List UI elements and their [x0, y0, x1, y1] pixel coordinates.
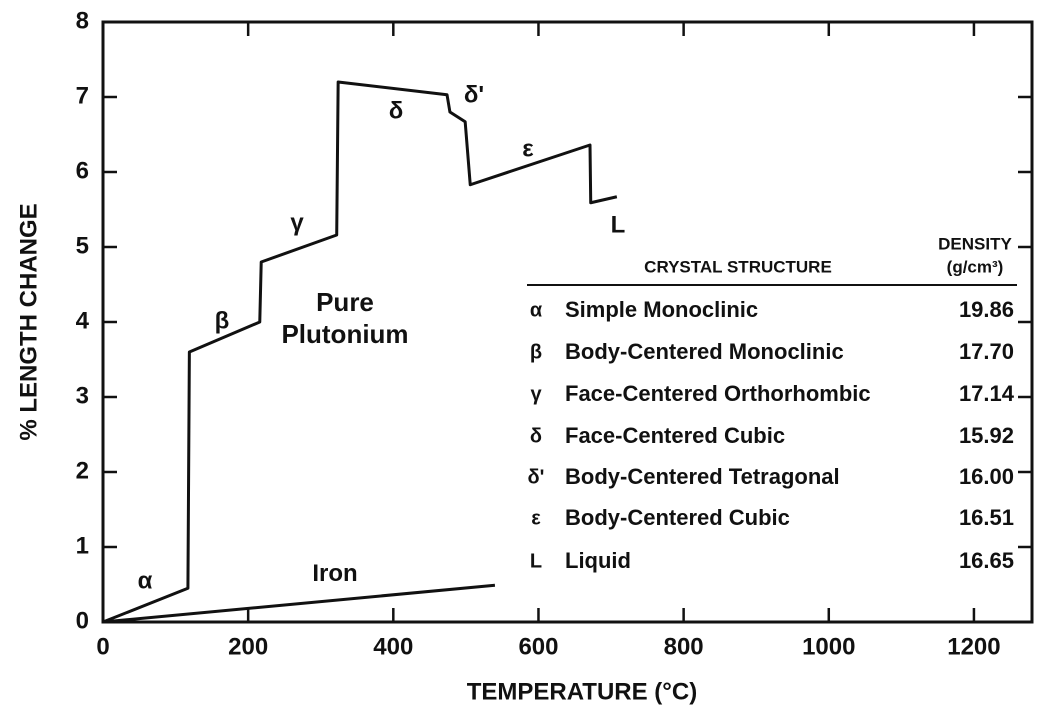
table-header: CRYSTAL STRUCTURE [644, 257, 832, 276]
phase-label: δ' [464, 81, 484, 108]
table-density: 16.51 [959, 505, 1014, 530]
series-line [102, 583, 496, 624]
table-structure: Face-Centered Cubic [565, 423, 785, 448]
table-symbol: α [530, 299, 543, 321]
x-tick-label: 1000 [802, 633, 855, 660]
y-tick-label: 0 [76, 607, 89, 634]
y-tick-label: 3 [76, 382, 89, 409]
table-structure: Simple Monoclinic [565, 297, 758, 322]
y-tick-label: 8 [76, 7, 89, 34]
y-tick-label: 1 [76, 532, 89, 559]
table-symbol: L [530, 550, 542, 572]
y-tick-label: 6 [76, 157, 89, 184]
x-tick-label: 200 [228, 633, 268, 660]
table-symbol: β [530, 341, 542, 363]
x-tick-label: 400 [373, 633, 413, 660]
table-structure: Body-Centered Tetragonal [565, 464, 840, 489]
table-symbol: δ' [528, 466, 545, 488]
phase-label: L [611, 211, 626, 238]
y-tick-label: 5 [76, 232, 89, 259]
y-axis-label: % LENGTH CHANGE [15, 203, 42, 440]
y-tick-label: 7 [76, 82, 89, 109]
x-tick-label: 600 [518, 633, 558, 660]
table-structure: Body-Centered Monoclinic [565, 339, 844, 364]
table-density: 17.14 [959, 381, 1015, 406]
table-density: 17.70 [959, 339, 1014, 364]
table-density: 16.00 [959, 464, 1014, 489]
phase-label: γ [290, 209, 304, 236]
series-label: Pure Plutonium [281, 287, 409, 349]
phase-label: α [138, 567, 153, 594]
table-structure: Liquid [565, 548, 631, 573]
x-tick-label: 800 [664, 633, 704, 660]
table-symbol: δ [530, 425, 542, 447]
phase-label: β [215, 307, 230, 334]
y-tick-label: 4 [76, 307, 90, 334]
x-axis-label: TEMPERATURE (°C) [467, 678, 697, 705]
table-symbol: γ [530, 383, 542, 405]
y-tick-label: 2 [76, 457, 89, 484]
table-density: 16.65 [959, 548, 1014, 573]
table-header: DENSITY [938, 234, 1012, 253]
phase-label: ε [522, 135, 533, 162]
table-symbol: ε [531, 507, 541, 529]
x-tick-label: 0 [96, 633, 109, 660]
table-structure: Body-Centered Cubic [565, 505, 790, 530]
phase-label: δ [389, 97, 404, 124]
table-header: (g/cm³) [947, 257, 1004, 276]
series-line [102, 80, 618, 624]
plot-frame [101, 20, 1034, 624]
table-density: 15.92 [959, 423, 1014, 448]
x-tick-label: 1200 [947, 633, 1000, 660]
series-label: Iron [312, 560, 358, 587]
table-structure: Face-Centered Orthorhombic [565, 381, 871, 406]
table-density: 19.86 [959, 297, 1014, 322]
